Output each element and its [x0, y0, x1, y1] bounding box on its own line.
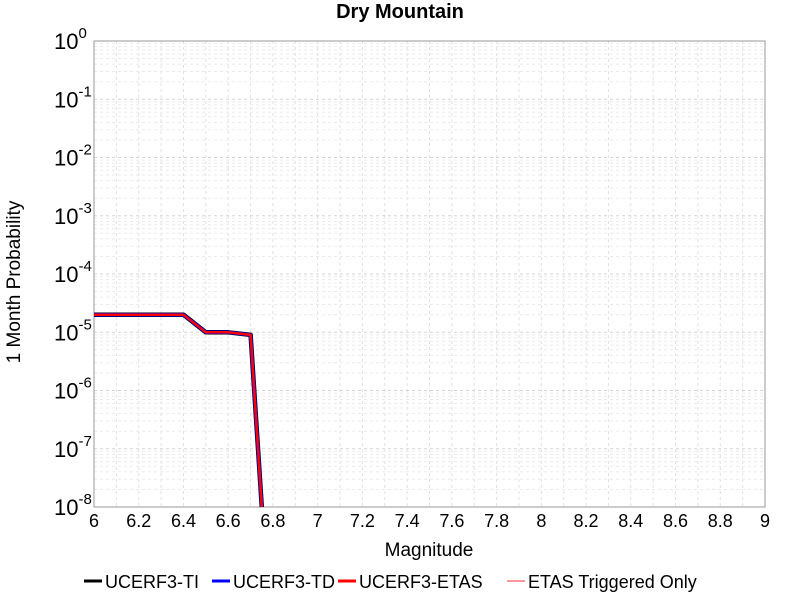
- legend-label: ETAS Triggered Only: [528, 572, 697, 592]
- legend-label: UCERF3-TI: [105, 572, 199, 592]
- series-line: [94, 313, 264, 508]
- series-line: [94, 312, 264, 508]
- x-tick-label: 7.8: [484, 511, 509, 531]
- y-tick-label: 10-7: [54, 433, 92, 462]
- plot-frame: [93, 40, 766, 508]
- grid: [93, 41, 766, 508]
- x-tick-label: 6.4: [171, 511, 196, 531]
- chart-title: Dry Mountain: [336, 1, 464, 23]
- legend-label: UCERF3-ETAS: [359, 572, 483, 592]
- x-tick-label: 6: [89, 511, 99, 531]
- x-tick-label: 7.6: [439, 511, 464, 531]
- x-tick-label: 6.8: [260, 511, 285, 531]
- x-tick-labels: 6 6.2 6.4 6.6 6.8 7 7.2 7.4 7.6 7.8 8 8.2 8.4 8.6 8.8 9: [89, 511, 770, 531]
- y-tick-label: 10-8: [54, 491, 92, 520]
- y-tick-label: 10-4: [54, 258, 92, 287]
- y-axis-label: 1 Month Probability: [4, 200, 25, 363]
- y-tick-labels: 100 10-1 10-2 10-3 10-4 10-5 10-6 10-7 10-8: [54, 25, 92, 520]
- x-tick-label: 8.4: [618, 511, 643, 531]
- x-tick-label: 6.6: [216, 511, 241, 531]
- series-line: [94, 312, 265, 508]
- y-tick-label: 10-6: [54, 375, 92, 404]
- x-tick-label: 8.2: [574, 511, 599, 531]
- x-tick-label: 9: [760, 511, 770, 531]
- x-tick-label: 7: [313, 511, 323, 531]
- y-tick-label: 10-3: [54, 200, 92, 229]
- x-tick-label: 8.6: [663, 511, 688, 531]
- y-tick-label: 10-1: [54, 83, 92, 112]
- x-axis-label: Magnitude: [385, 540, 474, 561]
- x-tick-label: 7.4: [395, 511, 420, 531]
- x-tick-label: 8: [536, 511, 546, 531]
- x-tick-label: 7.2: [350, 511, 375, 531]
- y-tick-label: 100: [54, 25, 87, 54]
- legend-label: UCERF3-TD: [233, 572, 335, 592]
- y-tick-label: 10-2: [54, 142, 92, 171]
- legend: UCERF3-TI UCERF3-TD UCERF3-ETAS ETAS Trigge…: [84, 572, 697, 592]
- series-layer: [94, 312, 265, 508]
- y-tick-label: 10-5: [54, 316, 92, 345]
- x-tick-label: 6.2: [126, 511, 151, 531]
- x-tick-label: 8.8: [708, 511, 733, 531]
